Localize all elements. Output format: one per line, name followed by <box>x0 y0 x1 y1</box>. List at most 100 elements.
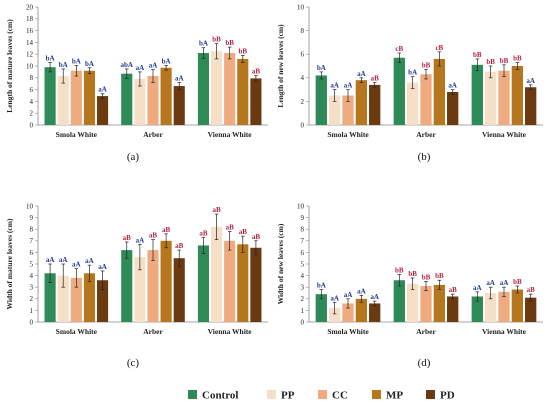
bar <box>484 293 497 322</box>
y-tick-label: 8 <box>30 74 34 82</box>
panel-label: (a) <box>127 151 140 163</box>
bar <box>224 53 236 125</box>
bar <box>160 240 172 322</box>
data-label: aB <box>199 229 208 237</box>
y-tick-label: 5 <box>30 260 34 268</box>
y-tick-label: 6 <box>30 249 34 257</box>
data-label: bA <box>317 64 326 72</box>
x-category-label: Smola White <box>56 327 98 336</box>
bar <box>173 86 185 125</box>
bar <box>315 294 327 322</box>
bar <box>471 64 483 125</box>
data-label: bA <box>162 57 171 65</box>
y-tick-label: 10 <box>26 202 34 210</box>
y-tick-label: 12 <box>26 51 34 59</box>
bar <box>57 76 69 125</box>
bar <box>97 280 109 322</box>
data-label: abA <box>121 61 133 69</box>
data-label: bB <box>473 51 482 59</box>
bar <box>511 289 524 322</box>
data-label: aA <box>370 293 379 301</box>
bar <box>342 303 354 322</box>
bar <box>224 240 236 322</box>
bar <box>160 67 172 125</box>
data-label: aA <box>357 287 366 295</box>
legend-label: MP <box>386 390 403 402</box>
data-label: bB <box>500 57 509 65</box>
data-label: aA <box>98 263 107 271</box>
bar <box>97 96 109 125</box>
y-tick-label: 4 <box>301 74 305 82</box>
y-tick-label: 10 <box>297 3 305 11</box>
bar <box>197 53 209 125</box>
panel-label: (d) <box>418 357 431 369</box>
bar <box>237 244 249 322</box>
data-label: aB <box>162 226 171 234</box>
bar <box>210 51 223 125</box>
data-label: aB <box>123 234 132 242</box>
bar <box>447 296 459 322</box>
bar <box>406 283 419 322</box>
bar <box>328 95 341 125</box>
bar <box>173 258 185 322</box>
legend-label: CC <box>332 390 348 402</box>
y-tick-label: 2 <box>30 295 34 303</box>
data-label: aA <box>98 86 107 94</box>
x-category-label: Vienna White <box>482 130 527 139</box>
bar <box>70 277 82 322</box>
data-label: aB <box>252 233 261 241</box>
chart-panel-c: 0 1 2 3 4 5 6 7 8 9 10 Width of mature leaves (cm) a… <box>5 202 268 369</box>
data-label: aA <box>136 64 145 72</box>
y-tick-label: 2 <box>301 295 305 303</box>
y-tick-label: 4 <box>30 272 34 280</box>
bar <box>70 70 82 125</box>
y-tick-label: 0 <box>301 121 305 129</box>
bar <box>433 284 446 322</box>
data-label: aB <box>239 228 248 236</box>
x-category-label: Arber <box>143 130 163 139</box>
bar <box>393 280 405 322</box>
bar <box>237 58 249 125</box>
y-tick-label: 9 <box>30 214 34 222</box>
bar <box>134 257 146 322</box>
y-tick-label: 18 <box>26 15 34 23</box>
bar <box>210 226 223 322</box>
y-tick-label: 4 <box>30 98 34 106</box>
x-category-label: Vienna White <box>208 327 253 336</box>
bar <box>511 66 524 125</box>
bar <box>369 84 381 125</box>
legend-label: Control <box>202 390 238 402</box>
y-tick-label: 6 <box>301 249 305 257</box>
data-label: aA <box>72 261 81 269</box>
data-label: aA <box>330 294 339 302</box>
y-tick-label: 10 <box>26 62 34 70</box>
y-tick-label: 6 <box>301 51 305 59</box>
bar <box>83 70 96 125</box>
y-tick-label: 9 <box>301 214 305 222</box>
bar <box>121 73 133 125</box>
data-label: bB <box>513 278 522 286</box>
data-label: aA <box>500 279 509 287</box>
y-tick-label: 6 <box>30 86 34 94</box>
y-tick-label: 7 <box>30 237 34 245</box>
y-tick-label: 1 <box>30 307 34 315</box>
y-axis-title: Length of new leaves (cm) <box>276 24 285 108</box>
bar <box>315 75 327 125</box>
legend-swatch <box>267 390 276 399</box>
bar <box>328 308 341 322</box>
x-category-label: Smola White <box>327 130 369 139</box>
data-label: bA <box>72 57 81 65</box>
y-tick-label: 0 <box>30 121 34 129</box>
y-tick-label: 0 <box>301 318 305 326</box>
data-label: aA <box>486 279 495 287</box>
bar <box>420 74 432 125</box>
data-label: bA <box>46 54 55 62</box>
data-label: aB <box>212 206 221 214</box>
y-tick-label: 8 <box>301 226 305 234</box>
data-label: aA <box>448 82 457 90</box>
data-label: aA <box>59 256 68 264</box>
bar <box>498 291 510 322</box>
x-category-label: Arber <box>143 327 163 336</box>
legend-swatch <box>372 390 381 399</box>
bar <box>250 247 262 322</box>
